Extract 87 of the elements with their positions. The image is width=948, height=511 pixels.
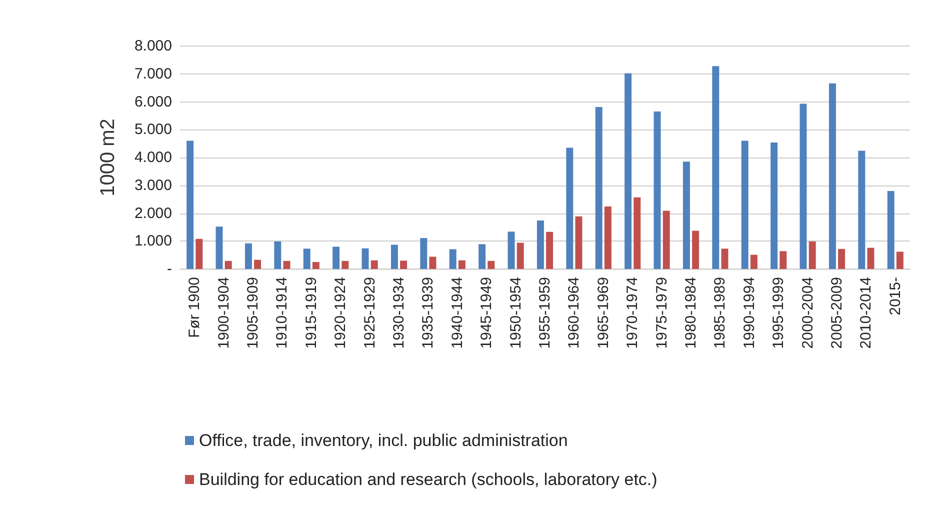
bar	[390, 244, 398, 269]
bar	[244, 243, 252, 269]
bar	[216, 226, 223, 269]
bar	[254, 260, 262, 269]
bar	[721, 248, 728, 269]
bar	[712, 66, 720, 269]
bar	[546, 232, 554, 269]
y-tick-label: 3.000	[134, 176, 172, 194]
bar	[400, 260, 408, 269]
y-axis-title: 1000 m2	[97, 118, 119, 196]
x-tick-label: 1960-1964	[566, 277, 583, 349]
bar	[420, 238, 428, 269]
bar	[196, 238, 203, 269]
bar	[224, 260, 232, 269]
x-tick-label: 1975-1979	[653, 277, 670, 349]
bar	[896, 252, 904, 269]
bar	[283, 260, 290, 269]
bar	[858, 150, 866, 269]
x-tick-label: 1955-1959	[536, 277, 554, 349]
bar	[682, 162, 690, 269]
bar	[488, 260, 495, 269]
y-tick-label: 1.000	[134, 232, 172, 250]
bar	[449, 249, 456, 269]
y-tick-label: 7.000	[134, 65, 172, 82]
x-tick-label: 1915-1919	[302, 277, 320, 349]
x-tick-label: 1945-1949	[478, 277, 496, 349]
bar	[274, 241, 282, 269]
bar	[312, 262, 320, 269]
x-tick-label: 2000-2004	[799, 277, 816, 349]
bar	[516, 242, 524, 269]
x-tick-label: 1930-1934	[390, 277, 408, 349]
y-tick-label: -	[167, 260, 172, 278]
bar	[838, 248, 846, 269]
bar	[634, 197, 641, 269]
bar	[186, 140, 194, 269]
bar	[604, 206, 612, 269]
x-tick-label: 1910-1914	[274, 277, 291, 349]
bar	[566, 148, 574, 269]
x-tick-label: 1905-1909	[244, 277, 262, 349]
bar	[770, 142, 778, 269]
x-tick-label: 1900-1904	[215, 277, 232, 349]
y-tick-label: 4.000	[134, 149, 172, 166]
x-tick-label: 2010-2014	[858, 277, 875, 349]
bar	[692, 230, 700, 269]
bar	[800, 104, 807, 269]
y-tick-label: 8.000	[134, 38, 172, 54]
bar	[654, 112, 661, 269]
x-tick-label: Før 1900	[186, 277, 204, 338]
x-tick-label: 1935-1939	[420, 277, 437, 349]
x-tick-label: 1965-1969	[594, 277, 612, 349]
bar	[741, 140, 748, 269]
y-tick-label: 2.000	[134, 204, 172, 222]
bar	[370, 260, 378, 269]
x-tick-label: 2005-2009	[828, 277, 846, 349]
bar	[828, 83, 836, 269]
bar	[303, 248, 310, 269]
bar	[750, 254, 758, 269]
x-tick-label: 1970-1974	[624, 277, 642, 349]
bar	[508, 232, 515, 269]
legend-label: Building for education and research (schools, laboratory etc.)	[199, 470, 658, 489]
bar	[867, 248, 874, 269]
bar	[808, 241, 816, 269]
bar	[662, 210, 670, 269]
bar	[624, 73, 632, 269]
x-tick-label: 1985-1989	[712, 277, 729, 349]
bar	[595, 107, 602, 269]
y-tick-label: 6.000	[134, 93, 172, 110]
x-tick-label: 1995-1999	[770, 277, 788, 349]
bar	[332, 246, 340, 269]
x-tick-label: 1920-1924	[332, 277, 350, 349]
bar	[780, 251, 787, 269]
x-tick-label: 2015-	[886, 277, 904, 316]
bar	[478, 244, 486, 269]
bar	[575, 216, 582, 269]
bar	[536, 220, 544, 269]
x-tick-label: 1925-1929	[361, 277, 378, 349]
x-tick-label: 1950-1954	[507, 277, 524, 349]
legend-label: Office, trade, inventory, incl. public administration	[199, 431, 568, 450]
x-tick-label: 1980-1984	[682, 277, 700, 349]
bar	[342, 260, 349, 269]
x-tick-label: 1990-1994	[740, 277, 758, 349]
x-tick-label: 1940-1944	[448, 277, 466, 349]
bar	[429, 256, 436, 269]
bar	[887, 190, 894, 269]
bar	[362, 248, 369, 269]
y-tick-label: 5.000	[134, 121, 172, 138]
bar	[458, 260, 466, 269]
